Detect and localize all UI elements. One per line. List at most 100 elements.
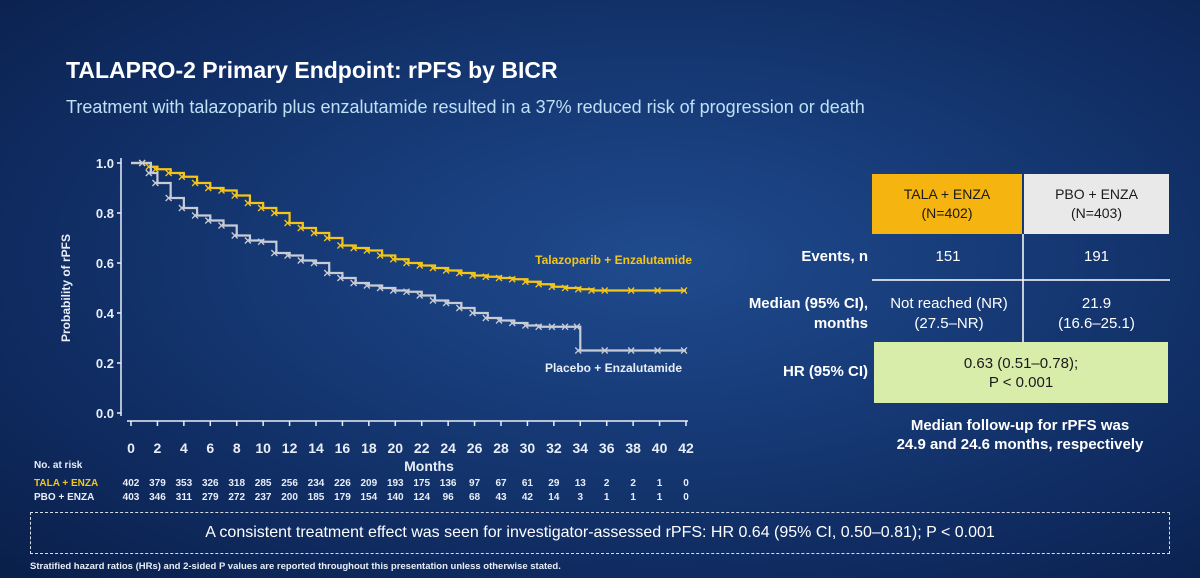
y-axis-label: Probability of rPFS [59, 234, 73, 342]
risk-value-tala: 61 [522, 478, 534, 489]
risk-value-tala: 0 [683, 478, 689, 489]
censor-mark [376, 284, 384, 292]
censor-mark [561, 284, 569, 292]
censor-mark [270, 209, 278, 217]
x-tick-label: 24 [440, 440, 456, 456]
risk-value-tala: 209 [361, 478, 378, 489]
censor-mark [680, 347, 688, 354]
risk-value-tala: 97 [469, 478, 481, 489]
median-label-line1: Median (95% CI), [748, 295, 868, 312]
censor-mark [535, 280, 543, 288]
censor-mark [310, 229, 318, 237]
x-tick-label: 38 [625, 440, 641, 456]
censor-mark [376, 252, 384, 259]
censor-mark [574, 285, 582, 293]
risk-value-pbo: 14 [548, 492, 560, 503]
risk-value-tala: 2 [630, 478, 636, 489]
censor-mark [297, 224, 305, 232]
censor-mark [680, 287, 688, 294]
censor-mark [165, 169, 173, 177]
censor-mark [601, 347, 609, 354]
censor-mark [627, 287, 635, 294]
risk-value-pbo: 200 [281, 492, 298, 503]
censor-mark [284, 219, 292, 227]
risk-row-label-pbo: PBO + ENZA [34, 492, 94, 503]
censor-mark [244, 237, 252, 244]
y-tick-label: 0.2 [96, 356, 114, 371]
censor-mark [627, 347, 635, 354]
x-tick-label: 8 [233, 440, 241, 456]
censor-mark [363, 247, 371, 254]
risk-row-label-tala: TALA + ENZA [34, 478, 98, 489]
censor-mark [588, 287, 595, 294]
risk-value-tala: 318 [228, 478, 245, 489]
censor-mark [654, 287, 662, 294]
risk-value-tala: 193 [387, 478, 404, 489]
col2-name: PBO + ENZA [1055, 186, 1138, 202]
censor-mark [574, 347, 582, 354]
x-axis-label: Months [404, 458, 454, 474]
censor-mark [495, 274, 503, 282]
median-label: Median (95% CI), months [700, 294, 868, 334]
censor-mark [323, 234, 331, 242]
col2-n: (N=403) [1071, 205, 1122, 221]
censor-mark [455, 269, 463, 277]
censor-mark [218, 187, 225, 194]
censor-mark [403, 259, 410, 267]
censor-mark [323, 269, 331, 277]
median-label-line2: months [813, 315, 868, 332]
censor-mark [231, 192, 239, 199]
risk-value-tala: 379 [149, 478, 166, 489]
x-tick-label: 0 [127, 440, 135, 456]
median-pbo-value: 21.9 [1081, 295, 1112, 312]
risk-value-pbo: 1 [630, 492, 636, 503]
median-tala-value: Not reached (NR) [890, 295, 1008, 312]
censor-mark [508, 319, 516, 327]
median-pbo-ci: (16.6–25.1) [1058, 315, 1135, 332]
risk-value-pbo: 140 [387, 492, 404, 503]
followup-line1: Median follow-up for rPFS was [910, 417, 1130, 434]
risk-value-tala: 256 [281, 478, 298, 489]
censor-mark [297, 257, 305, 264]
risk-value-tala: 1 [657, 478, 663, 489]
censor-marks-tala-enza [138, 159, 688, 294]
followup-line2: 24.9 and 24.6 months, respectively [896, 436, 1144, 453]
risk-value-pbo: 68 [469, 492, 481, 503]
risk-value-tala: 29 [548, 478, 560, 489]
censor-mark [416, 292, 424, 299]
risk-value-tala: 136 [440, 478, 457, 489]
censor-mark [257, 204, 265, 212]
censor-mark [231, 232, 239, 239]
x-tick-label: 26 [467, 440, 483, 456]
x-tick-label: 22 [414, 440, 430, 456]
risk-value-pbo: 237 [255, 492, 272, 503]
events-label: Events, n [801, 248, 868, 265]
censor-mark [442, 299, 450, 307]
x-tick-label: 28 [493, 440, 509, 456]
risk-value-pbo: 96 [443, 492, 455, 503]
risk-value-pbo: 403 [123, 492, 140, 503]
censor-mark [145, 169, 153, 177]
median-tala: Not reached (NR) (27.5–NR) [874, 294, 1024, 334]
legend-tala-enza: Talazoparib + Enzalutamide [535, 253, 692, 267]
x-tick-label: 42 [678, 440, 694, 456]
risk-value-pbo: 185 [308, 492, 325, 503]
risk-value-pbo: 124 [413, 492, 430, 503]
risk-value-pbo: 42 [522, 492, 534, 503]
hr-p-value: P < 0.001 [988, 373, 1054, 391]
censor-mark [204, 217, 212, 224]
hr-label: HR (95% CI) [782, 363, 868, 380]
censor-mark [284, 252, 292, 259]
x-tick-label: 2 [154, 440, 162, 456]
y-tick-label: 0.6 [96, 256, 114, 271]
risk-value-tala: 67 [495, 478, 507, 489]
y-tick-label: 0.4 [96, 306, 115, 321]
censor-mark [521, 278, 529, 286]
risk-value-pbo: 1 [657, 492, 663, 503]
censor-mark [218, 222, 225, 229]
risk-value-pbo: 311 [176, 492, 193, 503]
censor-mark [482, 273, 490, 281]
footnote: Stratified hazard ratios (HRs) and 2-sid… [30, 561, 561, 572]
censor-mark [165, 194, 173, 202]
